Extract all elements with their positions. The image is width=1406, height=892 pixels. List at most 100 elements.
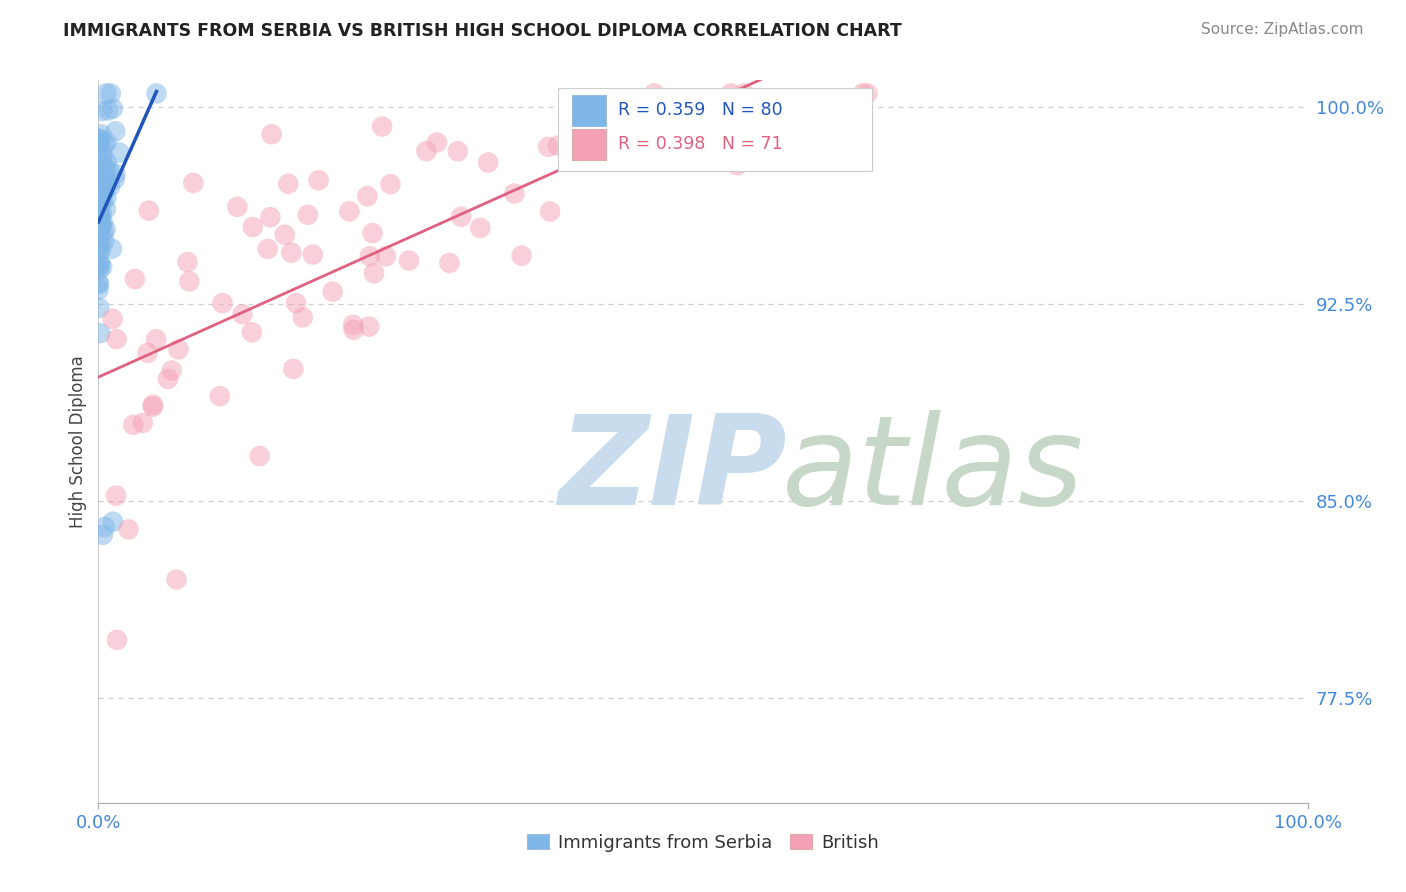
Point	[89, 220, 111, 235]
Point	[308, 173, 330, 187]
Point	[240, 326, 263, 340]
Legend: Immigrants from Serbia, British: Immigrants from Serbia, British	[520, 826, 886, 859]
Point	[361, 226, 384, 240]
Point	[256, 242, 278, 256]
Point	[94, 182, 117, 196]
Point	[136, 346, 159, 360]
Point	[503, 186, 526, 201]
Point	[96, 171, 118, 186]
Point	[94, 202, 117, 216]
Point	[89, 213, 111, 227]
Point	[87, 170, 110, 185]
Point	[117, 523, 139, 537]
Point	[274, 227, 297, 242]
Point	[94, 222, 117, 236]
Point	[285, 296, 308, 310]
Point	[852, 87, 875, 101]
Point	[91, 186, 114, 200]
Point	[359, 249, 381, 263]
Point	[676, 147, 699, 161]
Point	[93, 136, 115, 151]
Point	[447, 145, 470, 159]
Point	[89, 182, 111, 196]
Point	[90, 237, 112, 252]
Text: R = 0.398   N = 71: R = 0.398 N = 71	[619, 135, 783, 153]
Point	[426, 136, 449, 150]
Point	[124, 272, 146, 286]
Point	[733, 87, 755, 101]
Point	[90, 206, 112, 220]
Point	[132, 416, 155, 430]
Point	[720, 87, 742, 101]
Point	[179, 275, 201, 289]
Point	[342, 318, 364, 332]
Point	[94, 520, 117, 534]
Point	[89, 217, 111, 231]
Point	[302, 247, 325, 261]
Point	[211, 296, 233, 310]
Point	[101, 311, 124, 326]
Point	[359, 319, 381, 334]
Point	[439, 256, 461, 270]
Point	[181, 176, 204, 190]
Point	[105, 489, 128, 503]
Point	[283, 362, 305, 376]
Point	[89, 326, 111, 341]
Point	[242, 219, 264, 234]
Point	[91, 188, 114, 202]
Point	[90, 127, 112, 141]
Point	[87, 192, 110, 206]
Point	[89, 210, 111, 224]
Point	[280, 245, 302, 260]
Y-axis label: High School Diploma: High School Diploma	[69, 355, 87, 528]
Point	[547, 138, 569, 153]
Point	[96, 191, 118, 205]
Point	[226, 200, 249, 214]
Point	[398, 253, 420, 268]
Point	[208, 389, 231, 403]
Point	[96, 155, 118, 169]
Point	[415, 144, 437, 158]
Point	[90, 183, 112, 197]
Point	[87, 135, 110, 149]
Point	[87, 277, 110, 291]
Point	[91, 175, 114, 189]
Point	[105, 332, 128, 346]
Text: Source: ZipAtlas.com: Source: ZipAtlas.com	[1201, 22, 1364, 37]
Point	[91, 215, 114, 229]
Point	[291, 310, 314, 325]
Point	[87, 211, 110, 225]
Point	[510, 249, 533, 263]
Point	[138, 203, 160, 218]
Point	[89, 229, 111, 244]
Point	[160, 363, 183, 377]
Point	[89, 207, 111, 221]
Point	[90, 244, 112, 258]
Point	[90, 186, 112, 200]
FancyBboxPatch shape	[558, 87, 872, 170]
Point	[93, 160, 115, 174]
Point	[101, 515, 124, 529]
Point	[856, 87, 879, 101]
Point	[156, 372, 179, 386]
Point	[89, 131, 111, 145]
Text: R = 0.359   N = 80: R = 0.359 N = 80	[619, 101, 783, 119]
Point	[104, 167, 127, 181]
Point	[259, 211, 281, 225]
Point	[96, 136, 118, 150]
Point	[89, 263, 111, 277]
Point	[167, 343, 190, 357]
Point	[260, 127, 283, 141]
Point	[477, 155, 499, 169]
Point	[94, 174, 117, 188]
Point	[87, 255, 110, 269]
Point	[537, 140, 560, 154]
Point	[87, 203, 110, 218]
Point	[89, 301, 111, 315]
Point	[89, 219, 111, 234]
Bar	[572, 129, 606, 160]
Point	[87, 194, 110, 208]
Text: atlas: atlas	[782, 410, 1084, 531]
Point	[450, 210, 472, 224]
Point	[91, 104, 114, 119]
